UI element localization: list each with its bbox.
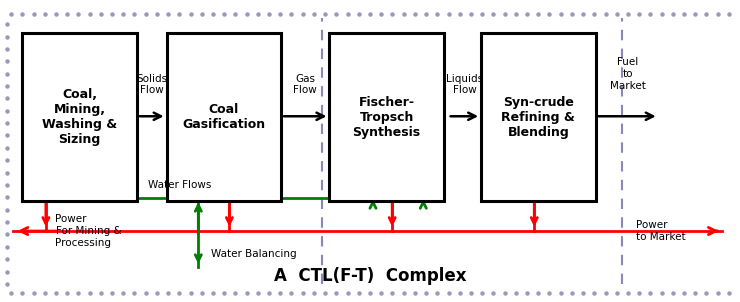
Text: Gas
Flow: Gas Flow [293,73,317,95]
FancyBboxPatch shape [22,33,137,201]
Text: Fuel
to
Market: Fuel to Market [610,57,645,91]
Text: Power
For Mining &
Processing: Power For Mining & Processing [56,214,121,248]
Text: Coal
Gasification: Coal Gasification [182,103,266,131]
Text: Syn-crude
Refining &
Blending: Syn-crude Refining & Blending [502,95,575,139]
Text: Water Balancing: Water Balancing [211,249,297,259]
Text: Solids
Flow: Solids Flow [136,73,167,95]
Text: Coal,
Mining,
Washing &
Sizing: Coal, Mining, Washing & Sizing [42,88,117,146]
FancyBboxPatch shape [166,33,281,201]
Text: A  CTL(F-T)  Complex: A CTL(F-T) Complex [274,267,466,285]
FancyBboxPatch shape [481,33,596,201]
FancyBboxPatch shape [329,33,444,201]
Text: Fischer-
Tropsch
Synthesis: Fischer- Tropsch Synthesis [352,95,421,139]
Text: Water Flows: Water Flows [148,180,212,190]
Text: Liquids
Flow: Liquids Flow [446,73,483,95]
Text: Power
to Market: Power to Market [636,220,686,242]
